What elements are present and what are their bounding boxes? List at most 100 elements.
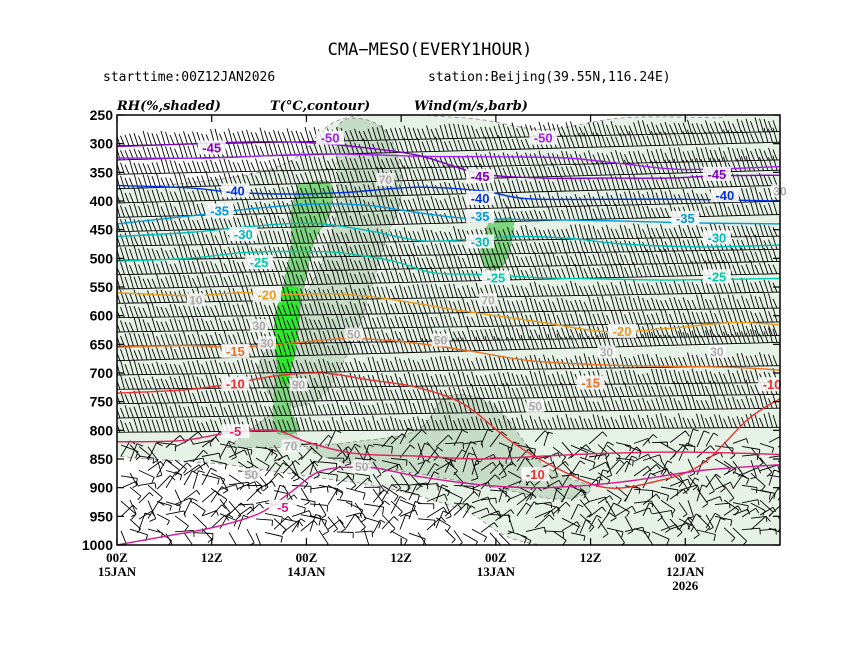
svg-text:12Z: 12Z [580, 550, 602, 565]
svg-text:-45: -45 [708, 167, 727, 182]
wind-barb-row-800 [117, 412, 780, 433]
temperature-label-18: -20 [608, 323, 637, 339]
svg-text:-35: -35 [471, 209, 490, 224]
station-label: station:Beijing(39.55N,116.24E) [428, 70, 671, 85]
y-tick-950: 950 [90, 508, 780, 524]
svg-text:1000: 1000 [82, 537, 113, 553]
wind-legend-label: Wind(m/s,barb) [414, 99, 528, 114]
rh-label-10: 50 [352, 460, 371, 474]
svg-text:-25: -25 [708, 269, 727, 284]
svg-text:70: 70 [284, 440, 298, 454]
svg-text:-40: -40 [226, 183, 245, 198]
temperature-label-2: -50 [529, 130, 558, 146]
svg-text:12Z: 12Z [390, 550, 412, 565]
chart-title: CMA−MESO(EVERY1HOUR) [328, 40, 533, 60]
x-tick-3: 12Z [390, 115, 412, 565]
svg-text:13JAN: 13JAN [477, 564, 516, 579]
y-tick-250: 250 [90, 107, 780, 123]
start-time-label: starttime:00Z12JAN2026 [103, 70, 275, 85]
rh-label-0: 70 [376, 172, 395, 187]
temperature-contour-5 [117, 250, 780, 281]
rh-label-1: 10 [186, 293, 205, 307]
wind-barb-row-725 [117, 368, 780, 390]
y-tick-400: 400 [90, 193, 780, 209]
svg-text:14JAN: 14JAN [287, 564, 326, 579]
svg-text:-35: -35 [210, 204, 229, 219]
svg-text:450: 450 [90, 222, 114, 238]
temperature-contour-1 [117, 141, 780, 180]
svg-text:-30: -30 [708, 230, 727, 245]
svg-text:10: 10 [189, 293, 203, 307]
svg-text:250: 250 [90, 107, 114, 123]
rh-label-5: 50 [431, 333, 450, 348]
svg-text:-10: -10 [226, 377, 245, 392]
rh-label-9: 50 [242, 468, 261, 482]
svg-text:00Z: 00Z [674, 550, 696, 565]
y-tick-500: 500 [90, 250, 780, 266]
y-tick-700: 700 [90, 365, 780, 381]
temperature-label-19: -15 [221, 343, 250, 359]
rh-legend-label: RH(%,shaded) [116, 99, 221, 114]
y-tick-550: 550 [90, 279, 780, 295]
svg-text:500: 500 [90, 250, 114, 266]
svg-text:600: 600 [90, 308, 114, 324]
svg-text:800: 800 [90, 422, 114, 438]
svg-text:-20: -20 [258, 288, 277, 303]
svg-text:30: 30 [710, 345, 724, 359]
temperature-label-14: -25 [245, 255, 274, 270]
svg-text:90: 90 [292, 378, 306, 392]
svg-text:700: 700 [90, 365, 114, 381]
temperature-label-11: -30 [229, 227, 258, 242]
y-axis: 250 300 350 400 450 500 550 600 650 700 750 800 850 9… [82, 107, 780, 553]
svg-text:-25: -25 [487, 271, 506, 286]
svg-text:950: 950 [90, 508, 114, 524]
temperature-legend-label: T(°C,contour) [270, 99, 370, 114]
svg-text:900: 900 [90, 480, 114, 496]
svg-text:-50: -50 [321, 131, 340, 146]
svg-text:-15: -15 [226, 344, 245, 359]
wind-barb-row-350 [117, 146, 780, 175]
rh-label-7: 90 [289, 378, 308, 392]
y-tick-1000: 1000 [82, 537, 780, 553]
svg-text:12JAN: 12JAN [666, 564, 705, 579]
svg-text:350: 350 [90, 164, 114, 180]
temperature-label-17: -20 [253, 287, 281, 303]
rh-label-12: 30 [597, 345, 616, 360]
svg-text:00Z: 00Z [106, 550, 128, 565]
y-tick-300: 300 [90, 136, 780, 152]
temperature-label-16: -25 [702, 269, 731, 284]
svg-text:-45: -45 [202, 140, 221, 155]
svg-text:-40: -40 [471, 191, 490, 206]
wind-barb-row-775 [117, 393, 780, 419]
temperature-label-22: -10 [758, 377, 787, 392]
temperature-label-20: -15 [576, 375, 605, 391]
svg-text:650: 650 [90, 336, 114, 352]
rh-label-11: 50 [526, 399, 545, 413]
rh-label-8: 70 [281, 439, 300, 454]
svg-text:-40: -40 [715, 188, 734, 203]
svg-text:50: 50 [529, 399, 543, 413]
svg-text:00Z: 00Z [485, 550, 507, 565]
temperature-label-10: -35 [671, 210, 700, 226]
svg-text:50: 50 [434, 334, 448, 348]
rh-label-2: 30 [250, 319, 269, 333]
svg-text:-20: -20 [613, 324, 632, 339]
temperature-label-1: -50 [316, 130, 345, 146]
svg-text:2026: 2026 [672, 578, 699, 593]
svg-text:30: 30 [252, 319, 266, 333]
wind-barb-row-675 [117, 327, 780, 362]
svg-text:-15: -15 [581, 376, 600, 391]
y-tick-750: 750 [90, 394, 780, 410]
svg-text:30: 30 [600, 346, 614, 360]
rh-label-6: 70 [479, 293, 497, 307]
rh-label-4: 50 [344, 327, 363, 342]
temperature-contour-6 [117, 291, 780, 333]
svg-text:-25: -25 [250, 255, 269, 270]
svg-text:750: 750 [90, 394, 114, 410]
temperature-label-25: -5 [268, 499, 297, 515]
y-tick-650: 650 [90, 336, 780, 352]
x-tick-6: 00Z12JAN2026 [666, 115, 705, 593]
